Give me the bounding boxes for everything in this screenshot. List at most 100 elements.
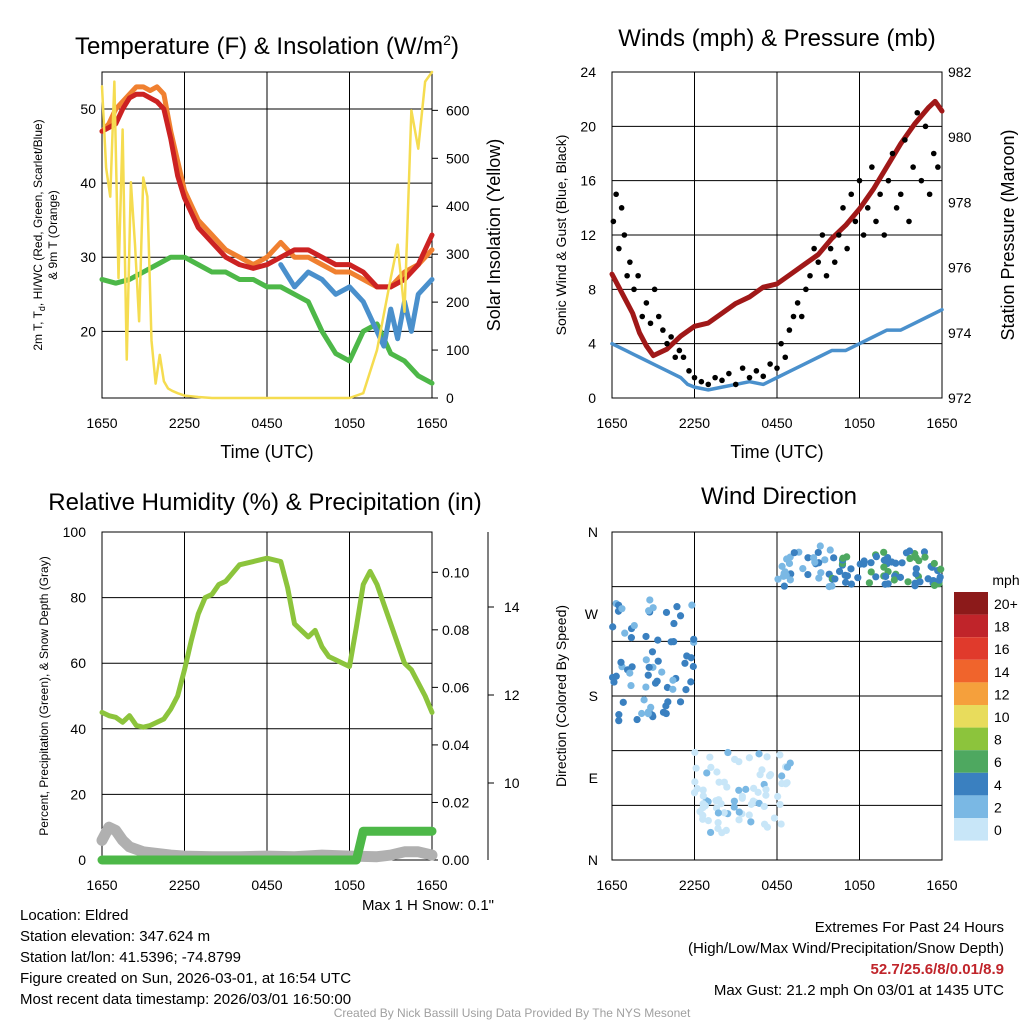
direction-point	[872, 553, 880, 561]
direction-point	[760, 802, 768, 811]
gust-point	[739, 365, 746, 371]
direction-point	[882, 572, 890, 581]
gust-point	[873, 218, 879, 225]
y2-tick-label: 600	[446, 102, 470, 118]
direction-point	[804, 554, 812, 562]
humidity-panel: 0 20 40 60 80 100 0.00 0.02 0.04 0.06 0.08 0.10 10 12…	[37, 489, 520, 893]
direction-point	[642, 656, 650, 664]
y2-tick-label: 0.08	[442, 622, 469, 638]
direction-point	[831, 575, 839, 583]
gust-point	[840, 205, 846, 211]
direction-point	[630, 621, 638, 630]
direction-point	[783, 555, 791, 563]
direction-point	[706, 828, 715, 837]
direction-point	[662, 608, 671, 617]
direction-point	[782, 571, 790, 579]
gust-point	[664, 340, 670, 347]
gust-point	[672, 354, 679, 361]
direction-point	[814, 548, 822, 557]
gust-point	[935, 164, 941, 170]
direction-point	[835, 567, 844, 575]
snow-tick-label: 12	[504, 687, 520, 703]
series-precipitation	[97, 826, 437, 865]
direction-point	[689, 662, 697, 671]
ylabel-subscript: d	[37, 306, 47, 311]
direction-point	[676, 612, 685, 620]
colorbar-swatch	[954, 705, 988, 728]
x-tick-label: 1650	[86, 877, 117, 893]
colorbar-swatch	[954, 795, 988, 818]
gust-point	[760, 373, 767, 380]
direction-point	[699, 786, 707, 794]
gust-point	[726, 370, 732, 377]
y-tick-label: 60	[70, 655, 86, 671]
elevation-text: Station elevation: 347.624 m	[20, 928, 211, 945]
direction-point	[706, 753, 714, 761]
direction-point	[690, 789, 699, 797]
x-axis-label: Time (UTC)	[220, 442, 313, 462]
direction-point	[626, 669, 634, 677]
direction-point	[735, 808, 743, 816]
direction-point	[645, 663, 653, 671]
direction-point	[847, 580, 856, 588]
gust-point	[719, 377, 725, 384]
y-axis-label-line1: 2m T, Td, HI/WC (Red, Green, Scarlet/Blu…	[31, 119, 47, 350]
snow-tick-label: 10	[504, 775, 520, 791]
gust-point	[655, 313, 662, 320]
gust-point	[889, 150, 896, 157]
gust-point	[618, 205, 625, 211]
direction-point	[911, 579, 919, 587]
direction-point	[904, 578, 912, 586]
gust-point	[881, 232, 888, 238]
y2-tick-label: 500	[446, 150, 470, 166]
y2-tick-label: 0.00	[442, 852, 469, 868]
y-tick-label: 20	[80, 323, 96, 339]
colorbar-swatch	[954, 727, 988, 751]
direction-point	[704, 817, 712, 825]
direction-point	[758, 766, 766, 774]
direction-point	[647, 703, 655, 711]
colorbar-label: 16	[994, 641, 1010, 657]
y-tick-label: 20	[580, 118, 596, 134]
direction-point	[763, 753, 771, 761]
direction-point	[644, 710, 652, 718]
direction-point	[615, 717, 623, 725]
gust-point	[836, 232, 842, 238]
gust-point	[680, 354, 687, 361]
direction-point	[742, 785, 750, 793]
winds-panel: 0 4 8 12 16 20 24 972 974 976 978 980 982 1650 2250 045…	[553, 25, 1018, 462]
direction-point	[669, 685, 677, 693]
gust-point	[926, 191, 933, 198]
direction-point	[782, 780, 790, 788]
direction-point	[681, 659, 689, 667]
direction-point	[921, 553, 929, 561]
series-hi-wc	[278, 262, 435, 349]
direction-point	[937, 565, 945, 573]
direction-point	[778, 772, 786, 780]
gust-point	[746, 374, 753, 381]
direction-panel: N E S W N 1650 2250 0450 1050 1650 Wind Direction D…	[553, 483, 1020, 893]
gust-point	[616, 245, 622, 252]
gust-point	[902, 137, 908, 143]
gust-point	[794, 300, 801, 306]
y2-tick-label: 0.06	[442, 679, 469, 695]
y-tick-label: N	[588, 852, 598, 868]
gust-point	[910, 164, 916, 170]
colorbar-label: 20+	[994, 596, 1018, 612]
direction-point	[642, 683, 650, 691]
direction-point	[627, 681, 635, 690]
y2-tick-label: 0.02	[442, 794, 469, 810]
x-tick-label: 0450	[761, 877, 792, 893]
direction-point	[720, 809, 728, 817]
direction-point	[644, 671, 652, 679]
gust-point	[827, 245, 834, 252]
y-tick-label: E	[589, 770, 598, 786]
colorbar-label: 18	[994, 619, 1010, 635]
y-tick-label: S	[589, 688, 598, 704]
direction-point	[777, 820, 785, 828]
colorbar-swatch	[954, 818, 988, 841]
gust-point	[930, 150, 937, 157]
gust-point	[798, 313, 805, 320]
x-tick-label: 1650	[416, 415, 447, 431]
